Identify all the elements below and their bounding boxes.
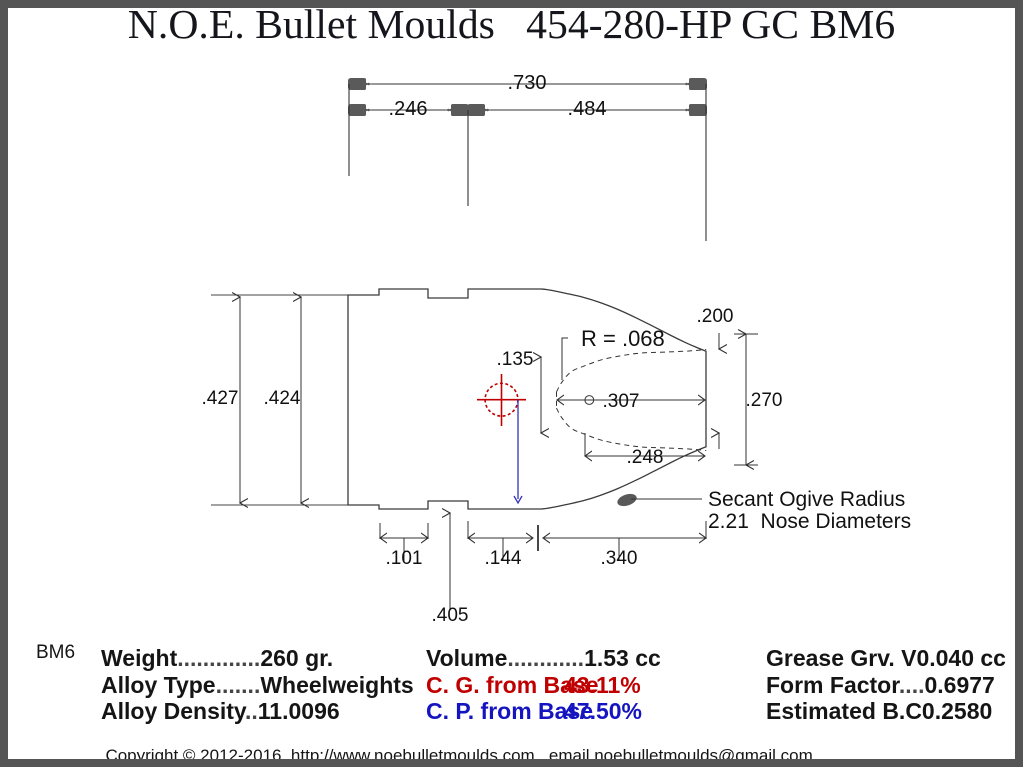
svg-text:Grease Grv. V0.040 cc: Grease Grv. V0.040 cc [766, 645, 1006, 671]
svg-text:.340: .340 [601, 548, 638, 569]
svg-text:.144: .144 [485, 548, 522, 569]
svg-text:.248: .248 [627, 447, 664, 468]
svg-text:.730: .730 [508, 72, 547, 94]
svg-text:.307: .307 [603, 391, 640, 412]
svg-text:2.21 Nose Diameters: 2.21 Nose Diameters [708, 510, 911, 533]
svg-text:.405: .405 [432, 605, 469, 626]
svg-text:Form Factor....0.6977: Form Factor....0.6977 [766, 672, 995, 698]
svg-text:Estimated B.C0.2580: Estimated B.C0.2580 [766, 698, 992, 724]
svg-text:Alloy Type.......Wheelweights: Alloy Type.......Wheelweights [101, 672, 414, 698]
svg-text:.246: .246 [389, 98, 428, 120]
svg-text:.135: .135 [497, 349, 534, 370]
svg-text:.427: .427 [202, 388, 239, 409]
svg-text:.101: .101 [386, 548, 423, 569]
svg-text:Weight.............260 gr.: Weight.............260 gr. [101, 645, 333, 671]
svg-text:Secant Ogive Radius: Secant Ogive Radius [708, 488, 905, 511]
svg-text:. Copyright © 2012-2016. http:: . Copyright © 2012-2016. http://www.noeb… [96, 746, 813, 759]
svg-text:47.50%: 47.50% [564, 698, 642, 724]
svg-text:R = .068: R = .068 [581, 326, 665, 351]
svg-text:BM6: BM6 [36, 642, 75, 663]
svg-text:Volume............1.53 cc: Volume............1.53 cc [426, 645, 661, 671]
svg-text:.424: .424 [264, 388, 301, 409]
svg-text:.484: .484 [568, 98, 607, 120]
svg-text:Alloy Density..11.0096: Alloy Density..11.0096 [101, 698, 340, 724]
svg-text:.200: .200 [697, 306, 734, 327]
svg-text:43.11%: 43.11% [564, 672, 641, 698]
svg-text:.270: .270 [746, 390, 783, 411]
